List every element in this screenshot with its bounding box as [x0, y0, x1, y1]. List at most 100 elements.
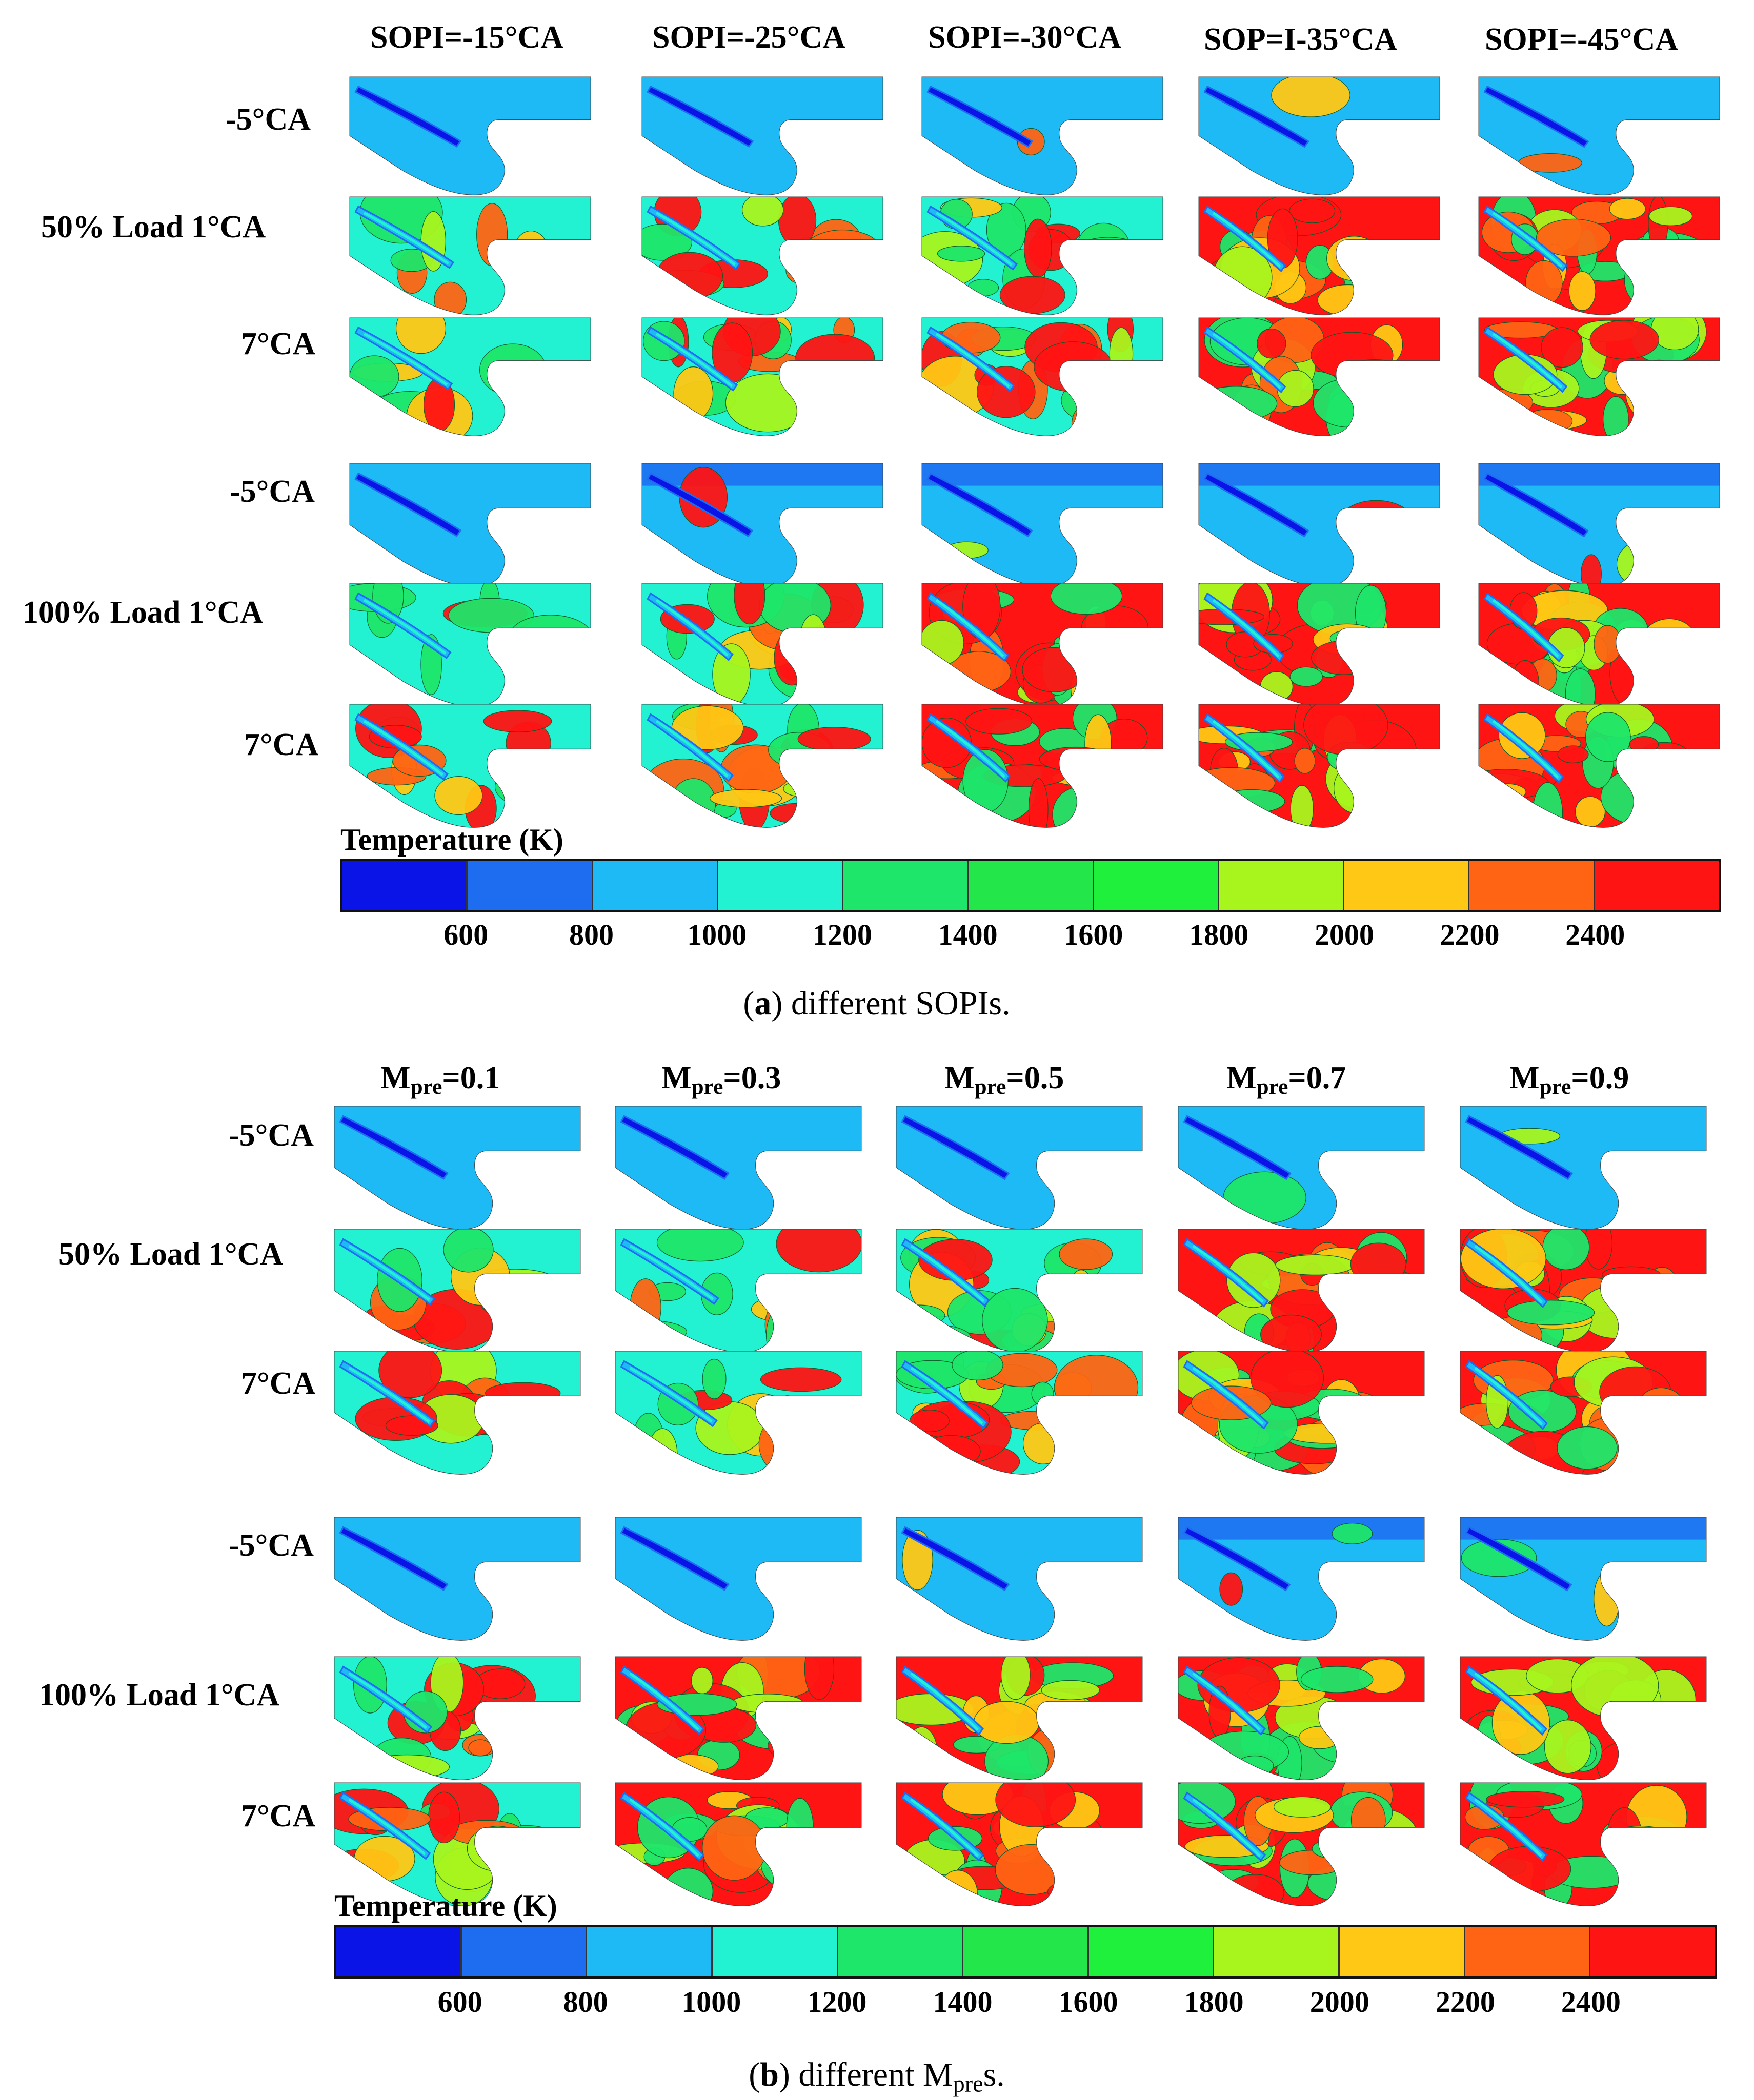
fig-b-panel-r6-c3-hot-zone — [995, 1783, 1076, 1827]
fig-a-panel-r4-c4-outline — [1198, 463, 1440, 587]
fig-a-panel-r6-c5-hot-zone — [1629, 736, 1659, 753]
fig-b-panel-r3-c5-hot-zone — [1635, 1419, 1685, 1450]
fig-a-panel-r1-c5-hot-zone — [1518, 153, 1582, 173]
fig-a-panel-r5-c2-hot-zone — [815, 655, 840, 695]
fig-a-panel-r6-c1-outline — [349, 704, 591, 828]
fig-b-col-header-symbol: M — [1509, 1061, 1540, 1095]
fig-a-panel-r2-c3-spray-core — [936, 212, 1013, 267]
fig-b-col-header-value: =0.1 — [442, 1061, 500, 1095]
fig-b-panel-r6-c5-hot-zone — [1606, 1807, 1643, 1869]
fig-a-panel-r6-c5-spray-plume — [1483, 713, 1564, 784]
fig-a-panel-r5-c4-spray-core — [1212, 599, 1280, 658]
fig-a-panel-r6-c4 — [1198, 704, 1440, 828]
fig-b-panel-r2-c5-hot-zone — [1507, 1300, 1595, 1326]
fig-b-panel-r6-c3-hot-zone — [1058, 1837, 1142, 1864]
fig-a-panel-r2-c5-hot-zone — [1639, 247, 1683, 298]
fig-a-panel-r2-c4-hot-zone — [1369, 250, 1395, 274]
fig-b-panel-r3-c2-hot-zone — [702, 1358, 727, 1399]
fig-a-panel-r2-c1 — [349, 196, 591, 315]
fig-a-panel-r5-c2-spray-core — [656, 599, 729, 657]
fig-a-panel-r4-c1-spray-plume — [354, 472, 462, 537]
fig-b-panel-r5-c1-spray-core — [348, 1672, 427, 1729]
fig-b-panel-r3-c3-hot-zone — [909, 1410, 950, 1433]
fig-b-panel-r4-c4-outline — [1178, 1517, 1425, 1641]
fig-b-tick-label-3: 1000 — [681, 1985, 741, 2019]
fig-b-panel-r2-c1-hot-zone — [487, 1268, 516, 1321]
fig-b-panel-r4-c1-background — [334, 1517, 580, 1641]
fig-a-caption: (a) different SOPIs. — [743, 985, 1011, 1022]
fig-a-panel-r2-c5-spray-core — [1492, 212, 1563, 268]
fig-a-tick-label-4: 1200 — [812, 918, 872, 951]
fig-a-panel-r2-c4-hot-zone — [1368, 260, 1392, 294]
fig-a-panel-r4-c4-background — [1199, 463, 1440, 587]
fig-b-panel-r6-c5 — [1460, 1782, 1707, 1906]
fig-a-panel-r2-c4-hot-zone — [1384, 247, 1415, 296]
fig-a-panel-r6-c1-hot-zone — [494, 765, 581, 809]
fig-b-panel-r5-c5-hot-zone — [1544, 1719, 1591, 1774]
fig-b-panel-r2-c2 — [615, 1229, 862, 1353]
fig-b-panel-r4-c5-hot-zone — [1461, 1539, 1537, 1577]
fig-b-panel-r2-c5-hot-zone — [1622, 1281, 1670, 1348]
fig-a-panel-r1-c5-background — [1479, 77, 1720, 195]
fig-b-colorbar-title: Temperature (K) — [334, 1889, 557, 1923]
fig-b-panel-r2-c2-hot-zone — [656, 1229, 744, 1262]
fig-b-panel-r6-c4-hot-zone — [1279, 1850, 1346, 1875]
fig-b-col-header-symbol: M — [661, 1061, 692, 1095]
fig-a-panel-r5-c4-hot-zone — [1344, 639, 1373, 669]
fig-b-panel-r2-c3-hot-zone — [900, 1324, 972, 1352]
fig-a-panel-r2-c2-hot-zone — [642, 223, 693, 261]
fig-a-panel-r5-c5-hot-zone — [1639, 618, 1699, 674]
fig-b-panel-r3-c1-spray-core — [348, 1367, 430, 1423]
fig-b-panel-r2-c2-hot-zone — [776, 1229, 861, 1273]
fig-a-panel-r3-c3-hot-zone — [1070, 355, 1111, 410]
fig-a-panel-r4-c4-spray-plume — [1203, 472, 1309, 538]
fig-b-panel-r3-c4-spray-core — [1192, 1367, 1264, 1425]
fig-b-panel-r6-c3-hot-zone — [938, 1870, 978, 1906]
fig-b-panel-r5-c4-hot-zone — [1200, 1730, 1289, 1773]
fig-b-colorbar — [334, 1925, 1717, 1979]
fig-a-col-header-2: SOPI=-25°CA — [652, 20, 846, 55]
fig-a-col-header-3: SOPI=-30°CA — [928, 20, 1122, 55]
fig-b-panel-r4-c1-outline — [334, 1517, 581, 1641]
fig-a-panel-r6-c4-hot-zone — [1290, 785, 1314, 828]
fig-b-panel-r2-c1-hot-zone — [443, 1229, 494, 1273]
fig-a-colorbar-segment-10 — [1469, 861, 1595, 910]
fig-a-row-label-4: -5°CA — [230, 474, 315, 509]
fig-b-panel-r5-c1 — [334, 1656, 581, 1780]
fig-b-panel-r2-c4 — [1178, 1229, 1425, 1353]
fig-a-tick-label-5: 1400 — [938, 918, 998, 951]
fig-a-panel-r1-c4-hot-zone — [1271, 77, 1350, 117]
fig-a-panel-r3-c3-hot-zone — [977, 366, 1036, 418]
fig-a-panel-r5-c4-hot-zone — [1353, 629, 1400, 647]
fig-b-panel-r3-c3-hot-zone — [1054, 1355, 1139, 1420]
fig-b-panel-r1-c5-spray-plume — [1465, 1115, 1574, 1180]
fig-b-panel-r2-c4-hot-zone — [1350, 1242, 1406, 1286]
fig-b-panel-r6-c5-hot-zone — [1621, 1842, 1668, 1900]
fig-a-panel-r5-c1-hot-zone — [497, 634, 574, 663]
fig-b-panel-r1-c1-outline — [334, 1106, 581, 1230]
fig-a-caption-letter: a — [754, 985, 772, 1022]
fig-b-panel-r5-c3-hot-zone — [1041, 1680, 1100, 1700]
fig-b-panel-r6-c3-hot-zone — [1047, 1879, 1117, 1905]
fig-b-panel-r4-c5 — [1460, 1517, 1707, 1641]
fig-a-panel-r3-c1-hot-zone — [505, 392, 588, 419]
fig-a-panel-r4-c2-outline — [641, 463, 883, 587]
fig-a-panel-r6-c5-hot-zone — [1575, 796, 1606, 828]
fig-a-panel-r2-c1-hot-zone — [513, 230, 549, 276]
fig-b-panel-r6-c2-hot-zone — [773, 1870, 844, 1905]
fig-b-panel-r3-c1 — [334, 1351, 581, 1475]
fig-b-panel-r2-c4-hot-zone — [1275, 1254, 1355, 1276]
fig-a-panel-r6-c1-hot-zone — [434, 776, 483, 815]
fig-a-panel-r5-c5 — [1478, 583, 1720, 707]
fig-b-panel-r6-c2-hot-zone — [806, 1841, 833, 1872]
fig-a-panel-r2-c5-outline — [1478, 196, 1720, 315]
fig-a-colorbar-segment-4 — [718, 861, 844, 910]
fig-b-panel-r1-c4 — [1178, 1106, 1425, 1230]
fig-b-panel-r6-c2-hot-zone — [663, 1868, 713, 1906]
fig-b-caption-sub: pre — [953, 2070, 983, 2097]
fig-b-col-header-subscript: pre — [1256, 1074, 1288, 1099]
fig-a-panel-r5-c2-outline — [641, 583, 883, 707]
fig-b-panel-r6-c2-hot-zone — [760, 1834, 847, 1894]
fig-b-panel-r6-c2-hot-zone — [702, 1815, 767, 1881]
fig-b-panel-r2-c4-hot-zone — [1260, 1314, 1322, 1353]
